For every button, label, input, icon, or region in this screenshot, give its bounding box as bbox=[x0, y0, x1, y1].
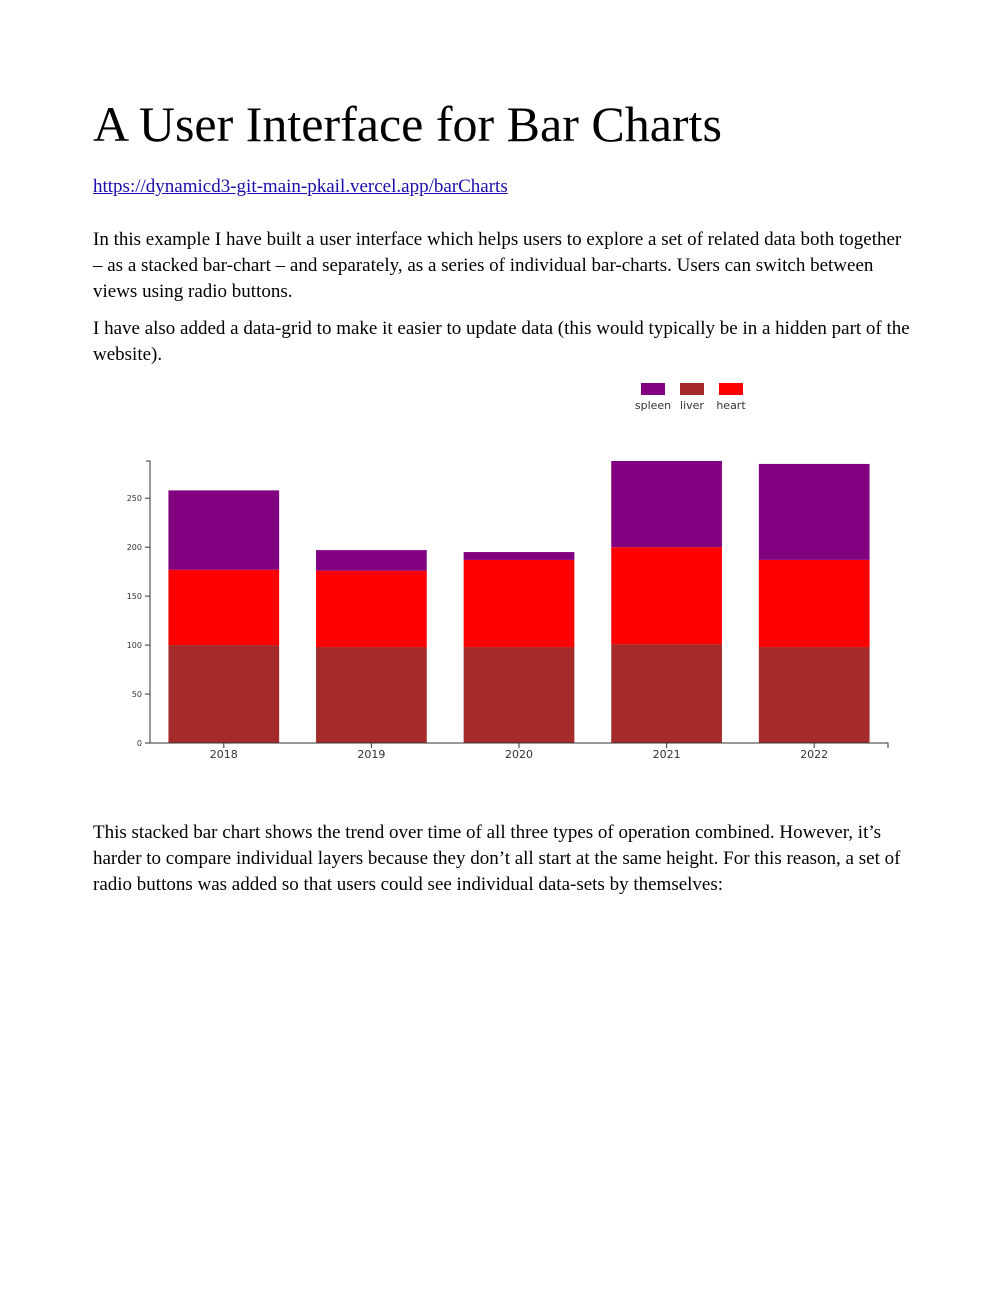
bar-liver-2018 bbox=[168, 645, 280, 743]
legend-label-spleen: spleen bbox=[635, 399, 671, 412]
bars bbox=[168, 461, 870, 743]
bar-liver-2021 bbox=[611, 644, 722, 743]
axes: 2018 2019 2020 2021 2022 0 50 100 150 200 250 bbox=[127, 460, 889, 761]
x-tick-label: 2022 bbox=[800, 748, 828, 761]
bar-spleen-2020 bbox=[463, 552, 575, 560]
bar-spleen-2018 bbox=[168, 490, 280, 570]
stacked-bar-chart: spleen liver heart 2018 2019 2020 2021 2022 0 50… bbox=[127, 383, 889, 761]
y-tick-label: 0 bbox=[137, 739, 142, 748]
bar-liver-2022 bbox=[758, 647, 870, 743]
legend-label-heart: heart bbox=[716, 399, 746, 412]
page-title: A User Interface for Bar Charts bbox=[93, 96, 722, 152]
bar-heart-2020 bbox=[463, 559, 575, 648]
legend-label-liver: liver bbox=[680, 399, 704, 412]
legend-swatch-liver bbox=[680, 383, 704, 395]
bar-heart-2018 bbox=[168, 569, 280, 646]
bar-heart-2019 bbox=[316, 570, 427, 648]
bar-heart-2021 bbox=[611, 547, 722, 645]
demo-link[interactable]: https://dynamicd3-git-main-pkail.vercel.… bbox=[93, 176, 508, 197]
chart-legend: spleen liver heart bbox=[635, 383, 746, 412]
x-tick-label: 2019 bbox=[357, 748, 385, 761]
y-tick-label: 250 bbox=[127, 494, 142, 503]
bar-liver-2019 bbox=[316, 647, 427, 743]
y-tick-label: 50 bbox=[132, 690, 142, 699]
y-tick-label: 200 bbox=[127, 543, 142, 552]
bar-spleen-2019 bbox=[316, 550, 427, 571]
bar-liver-2020 bbox=[463, 647, 575, 743]
bar-spleen-2022 bbox=[758, 463, 870, 560]
data-grid-paragraph: I have also added a data-grid to make it… bbox=[93, 318, 910, 365]
x-tick-label: 2021 bbox=[653, 748, 681, 761]
explanation-paragraph: This stacked bar chart shows the trend o… bbox=[93, 822, 901, 895]
x-tick-label: 2018 bbox=[210, 748, 238, 761]
bar-spleen-2021 bbox=[611, 461, 722, 548]
y-tick-label: 150 bbox=[127, 592, 142, 601]
y-tick-label: 100 bbox=[127, 641, 142, 650]
legend-swatch-spleen bbox=[641, 383, 665, 395]
x-tick-label: 2020 bbox=[505, 748, 533, 761]
legend-swatch-heart bbox=[719, 383, 743, 395]
bar-heart-2022 bbox=[758, 559, 870, 648]
intro-paragraph: In this example I have built a user inte… bbox=[93, 229, 902, 302]
